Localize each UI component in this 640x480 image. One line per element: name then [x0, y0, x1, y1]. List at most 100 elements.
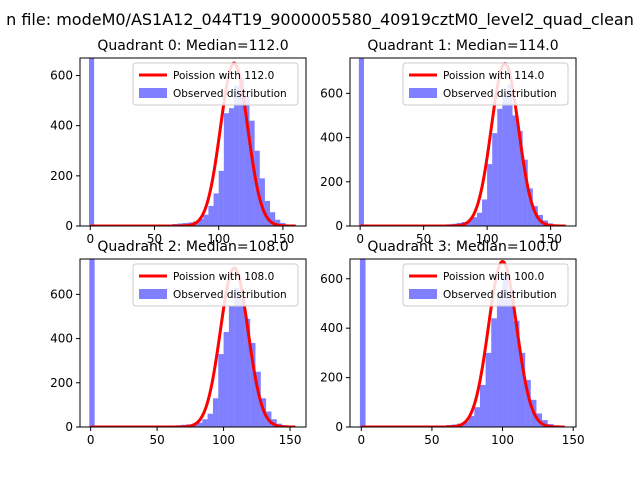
histogram-bar — [249, 120, 255, 226]
y-tick-label: 600 — [50, 287, 73, 301]
histogram-bar — [491, 318, 497, 427]
x-tick-label: 150 — [539, 232, 562, 246]
histogram-bar — [468, 415, 475, 427]
histogram-bar — [255, 371, 261, 427]
x-tick-label: 150 — [562, 433, 585, 447]
histogram-bar — [502, 276, 509, 427]
histogram-bar — [244, 95, 250, 226]
histogram-bar — [497, 108, 503, 226]
x-tick-label: 150 — [271, 232, 294, 246]
y-tick-label: 400 — [50, 119, 73, 133]
histogram-bar — [218, 354, 224, 427]
histogram-bar — [496, 293, 503, 427]
histogram-bar — [519, 352, 526, 427]
histogram-bar — [517, 130, 523, 226]
y-tick-label: 0 — [65, 219, 73, 233]
x-tick-label: 100 — [212, 433, 235, 447]
histogram-bar — [198, 218, 204, 226]
legend-label-hist: Observed distribution — [173, 289, 287, 301]
y-tick-label: 0 — [65, 420, 73, 434]
axes-frame — [349, 57, 577, 227]
axes-frame — [79, 57, 307, 227]
legend-label-fit: Poission with 108.0 — [173, 271, 274, 283]
histogram-bar — [234, 287, 240, 427]
histogram-bar — [228, 305, 235, 427]
histogram-bar — [527, 188, 533, 226]
y-tick-label: 400 — [320, 321, 343, 335]
histogram-bar — [275, 219, 281, 226]
y-tick-label: 200 — [50, 376, 73, 390]
figure-suptitle: n file: modeM0/AS1A12_044T19_9000005580_… — [6, 10, 634, 30]
y-tick-label: 200 — [320, 371, 343, 385]
legend: Poission with 112.0 Observed distribution — [132, 62, 299, 106]
histogram-bar — [223, 331, 229, 427]
legend-label-hist: Observed distribution — [443, 289, 557, 301]
x-tick-label: 50 — [147, 232, 162, 246]
axes-frame — [79, 258, 307, 428]
x-tick-label: 100 — [476, 232, 499, 246]
histogram-bar — [479, 385, 486, 427]
poisson-fit-line — [359, 62, 567, 226]
histogram-bar — [196, 422, 203, 427]
subplot-quadrant-0: 0 50 100 150 0 200 400 600 Quadrant 0: Median=11… — [50, 38, 307, 246]
x-tick-label: 50 — [424, 433, 439, 447]
histogram-bar — [507, 84, 513, 226]
histogram-bar — [525, 380, 531, 427]
y-tick-label: 0 — [335, 420, 343, 434]
subplot-title: Quadrant 2: Median=108.0 — [97, 239, 288, 255]
x-tick-label: 0 — [356, 232, 364, 246]
histogram-bar — [259, 178, 265, 226]
histogram-bar — [239, 78, 245, 226]
histogram-bar — [512, 115, 518, 226]
histogram-bar — [513, 320, 520, 427]
histogram-bar — [89, 259, 95, 427]
x-tick-label: 150 — [279, 433, 302, 447]
poisson-fit-line — [360, 260, 566, 427]
histogram-bar — [485, 352, 492, 427]
histogram-bar — [474, 407, 480, 427]
subplot-title: Quadrant 0: Median=112.0 — [97, 38, 288, 54]
x-tick-label: 0 — [357, 433, 365, 447]
poisson-fit-line — [89, 266, 297, 427]
histogram-bar — [522, 159, 528, 226]
histogram-bar — [239, 298, 245, 427]
subplot-quadrant-1: 0 50 100 150 0 200 400 600 Quadrant 1: Median=11… — [320, 38, 577, 246]
legend-label-hist: Observed distribution — [173, 88, 287, 100]
histogram-bar — [212, 398, 219, 427]
axes-frame — [349, 258, 577, 428]
histogram-bar — [463, 421, 469, 427]
subplot-marks — [358, 58, 567, 226]
histogram-bar — [213, 193, 219, 226]
y-tick-label: 0 — [335, 219, 343, 233]
histogram-bar — [218, 170, 224, 226]
legend-label-fit: Poission with 112.0 — [173, 70, 274, 82]
legend: Poission with 100.0 Observed distribution — [402, 263, 569, 307]
y-tick-label: 400 — [50, 332, 73, 346]
histogram-bar — [270, 212, 276, 226]
subplot-quadrant-3: 0 50 100 150 0 200 400 600 Quadrant 3: Median=10… — [320, 239, 585, 447]
legend-hist-swatch — [139, 88, 167, 98]
histogram-bar — [234, 85, 240, 226]
histogram-bar — [88, 58, 95, 226]
histogram-bar — [202, 419, 208, 427]
x-tick-label: 50 — [416, 232, 431, 246]
histogram-bar — [487, 164, 493, 226]
subplot-title: Quadrant 3: Median=100.0 — [367, 239, 558, 255]
legend-hist-swatch — [409, 88, 437, 98]
x-tick-label: 0 — [86, 232, 94, 246]
subplot-title: Quadrant 1: Median=114.0 — [367, 38, 558, 54]
legend-box — [132, 62, 299, 106]
histogram-bar — [502, 93, 508, 226]
histogram-bar — [482, 199, 488, 226]
histogram-bar — [208, 205, 214, 226]
histogram-bar — [508, 298, 514, 427]
legend-box — [132, 263, 299, 307]
legend-label-fit: Poission with 100.0 — [443, 271, 544, 283]
y-tick-label: 600 — [50, 69, 73, 83]
histogram-bar — [203, 214, 209, 226]
histogram-bar — [250, 343, 256, 427]
subplot-grid: 0 50 100 150 0 200 400 600 Quadrant 0: Median=11… — [50, 38, 585, 447]
subplot-marks — [89, 259, 297, 427]
y-tick-label: 600 — [320, 272, 343, 286]
